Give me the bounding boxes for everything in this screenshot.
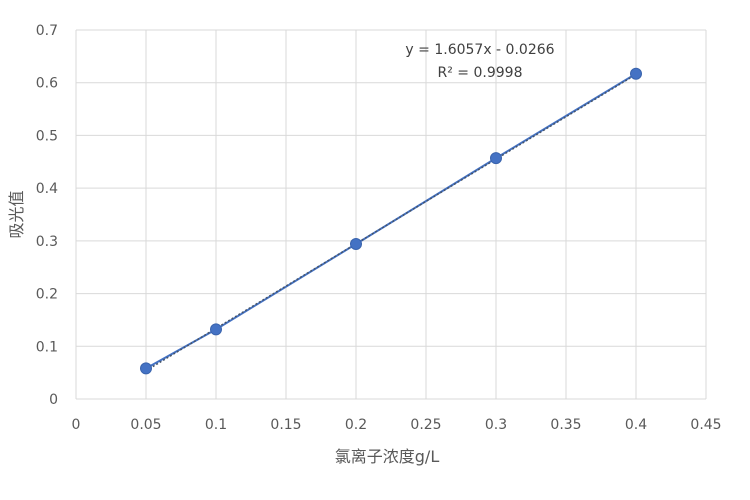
x-tick-label: 0.3 — [485, 417, 507, 433]
data-point — [350, 238, 362, 251]
y-tick-label: 0.1 — [36, 339, 58, 355]
y-axis-title: 吸光值 — [7, 190, 26, 238]
x-axis-tick-labels: 0 0.05 0.1 0.15 0.2 0.25 0.3 0.35 0.4 0.45 — [72, 417, 722, 433]
vertical-gridlines — [75, 30, 707, 399]
x-tick-label: 0.15 — [270, 417, 301, 433]
y-tick-label: 0.4 — [36, 181, 58, 197]
r-squared-label: R² = 0.9998 — [438, 65, 523, 81]
x-axis-title: 氯离子浓度g/L — [335, 447, 440, 466]
trendline — [145, 73, 637, 372]
horizontal-gridlines — [76, 29, 706, 400]
y-tick-label: 0 — [49, 392, 58, 408]
series-line-group — [145, 72, 637, 370]
x-tick-label: 0.4 — [625, 417, 647, 433]
x-tick-label: 0.1 — [205, 417, 227, 433]
x-tick-label: 0.45 — [690, 417, 721, 433]
data-point — [140, 362, 152, 375]
data-point — [630, 67, 642, 80]
x-tick-label: 0.25 — [410, 417, 441, 433]
x-tick-label: 0 — [72, 417, 81, 433]
trendline-equation: y = 1.6057x - 0.0266 — [405, 42, 554, 58]
y-axis-tick-labels: 0 0.1 0.2 0.3 0.4 0.5 0.6 0.7 — [36, 23, 58, 408]
y-tick-label: 0.5 — [36, 128, 58, 144]
data-point — [490, 152, 502, 165]
data-point — [210, 323, 222, 336]
series-line — [145, 72, 637, 370]
x-tick-label: 0.35 — [550, 417, 581, 433]
y-tick-label: 0.2 — [36, 287, 58, 303]
y-tick-label: 0.7 — [36, 23, 58, 39]
y-tick-label: 0.6 — [36, 76, 58, 92]
data-points — [140, 67, 642, 375]
y-tick-label: 0.3 — [36, 234, 58, 250]
trendline-group — [145, 73, 637, 372]
x-tick-label: 0.2 — [345, 417, 367, 433]
x-tick-label: 0.05 — [130, 417, 161, 433]
